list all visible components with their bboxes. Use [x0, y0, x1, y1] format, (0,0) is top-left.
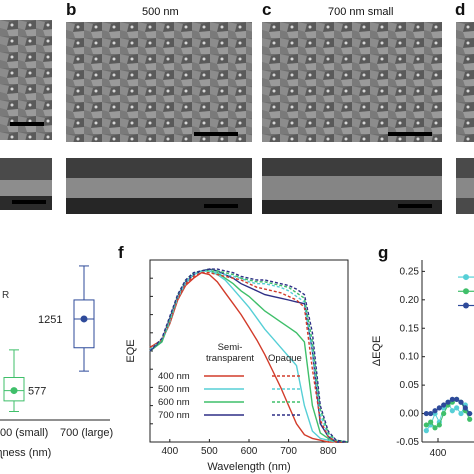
panel-g-ylabel: ΔEQE [371, 336, 383, 367]
panel-g-ytick-label: -0.05 [396, 437, 419, 448]
delta-eqe-point-0 [458, 410, 464, 417]
legend-label-1: 500 nm [158, 384, 190, 395]
panel-f-xtick-label: 400 [161, 446, 178, 457]
sem-cross-section-a [0, 158, 52, 210]
panel-g-legend-marker-0 [463, 274, 469, 281]
sem-image-panel-d [456, 22, 474, 142]
panel-letter-c: c [262, 0, 272, 19]
box-annotation-1: 1251 [38, 314, 62, 326]
box-body-0 [3, 377, 25, 402]
box-body-1 [73, 299, 95, 349]
delta-eqe-point-0 [454, 405, 460, 411]
panel-g-ytick-label: 0.25 [400, 266, 420, 277]
sem-cross-section-c [262, 158, 442, 214]
panel-e-tick-large: 700 (large) [60, 427, 113, 439]
delta-eqe-point-1 [428, 419, 434, 425]
legend-label-0: 400 nm [158, 371, 190, 382]
panel-g-ytick-label: 0.10 [400, 352, 420, 363]
eqe-line-700nm-opaque [149, 268, 349, 443]
delta-eqe-point-1 [423, 422, 429, 428]
delta-eqe-point-2 [432, 408, 438, 414]
eqe-line-400nm-semi-transparent [149, 271, 348, 443]
legend-label-2: 600 nm [158, 397, 190, 408]
panel-f-xtick-label: 500 [201, 446, 218, 457]
sem-image-panel-c [262, 22, 442, 142]
panel-letter-f: f [118, 243, 124, 262]
panel-g-legend-marker-1 [463, 288, 469, 295]
box-mean-point-1 [80, 315, 88, 323]
legend-label-3: 700 nm [158, 410, 190, 421]
panel-f-ylabel: EQE [125, 339, 137, 362]
panel-e-axis-label: ʅness (nm) [0, 447, 51, 459]
panel-g-xtick-400: 400 [430, 448, 447, 459]
delta-eqe-point-2 [445, 399, 451, 405]
legend-header-opaque: Opaque [268, 353, 302, 364]
delta-eqe-point-2 [458, 399, 464, 405]
panel-title-b: 500 nm [142, 6, 179, 18]
panel-f-chart: 400 500 600 700 800 EQE Wavelength (nm) Semi… [125, 259, 349, 473]
delta-eqe-point-2 [467, 410, 473, 417]
panel-f-xtick-label: 700 [280, 446, 297, 457]
panel-f-xtick-label: 600 [241, 446, 258, 457]
panel-e-chart: R 00 (small) 700 (large) ʅness (nm) 577 1… [0, 265, 113, 459]
delta-eqe-point-2 [441, 402, 447, 408]
panel-letter-g: g [378, 243, 389, 262]
delta-eqe-point-0 [449, 408, 455, 414]
delta-eqe-point-0 [423, 428, 429, 434]
delta-eqe-point-2 [436, 405, 442, 411]
delta-eqe-point-2 [454, 396, 460, 402]
panel-f-xtick-label: 800 [320, 446, 337, 457]
panel-g-legend-marker-2 [463, 302, 469, 309]
sem-cross-section-d [456, 158, 474, 214]
panel-g-ytick-label: 0.15 [400, 323, 420, 334]
panel-g-ytick-label: 0.05 [400, 380, 420, 391]
panel-letter-d: d [455, 0, 466, 19]
sem-cross-section-b [66, 158, 252, 214]
panel-g-ytick-label: 0.00 [400, 409, 420, 420]
legend-header-semi: Semi-transparent [206, 342, 254, 364]
delta-eqe-point-1 [467, 416, 473, 422]
panel-title-c: 700 nm small [328, 6, 394, 18]
sem-image-panel-b [66, 22, 252, 142]
panel-letter-b: b [66, 0, 77, 19]
delta-eqe-point-2 [428, 410, 434, 417]
delta-eqe-point-2 [423, 410, 429, 417]
eqe-line-500nm-opaque [149, 270, 349, 443]
sem-image-panel-a [0, 20, 52, 140]
delta-eqe-point-1 [432, 425, 438, 431]
panel-e-partial-top-label: R [2, 290, 9, 301]
box-annotation-0: 577 [28, 386, 46, 398]
panel-e-tick-small: 00 (small) [0, 427, 48, 439]
panel-g-ytick-label: 0.20 [400, 295, 420, 306]
panel-g-chart: ΔEQE 0.25 0.20 0.15 0.10 0.05 0.00 -0.05 400 [371, 260, 474, 459]
delta-eqe-point-1 [436, 422, 442, 428]
delta-eqe-point-1 [441, 410, 447, 417]
box-mean-point-0 [10, 387, 18, 395]
delta-eqe-point-2 [462, 405, 468, 411]
delta-eqe-point-2 [449, 396, 455, 402]
eqe-line-400nm-opaque [149, 272, 348, 443]
panel-f-xlabel: Wavelength (nm) [207, 461, 290, 473]
